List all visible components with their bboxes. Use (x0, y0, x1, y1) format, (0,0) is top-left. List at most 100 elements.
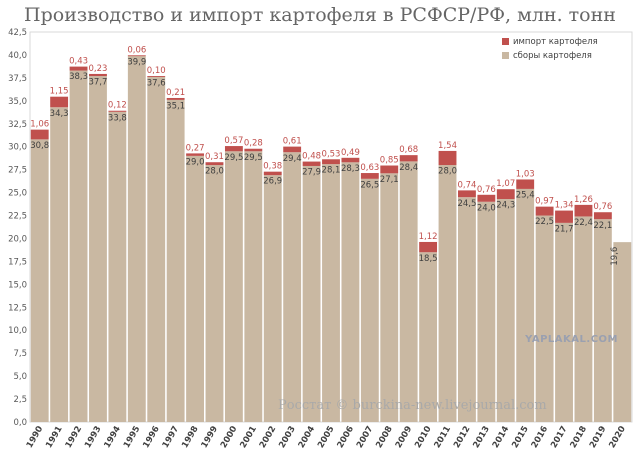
import-value-label: 0,23 (88, 64, 107, 74)
production-value-label: 38,3 (69, 72, 88, 82)
x-tick-label: 2011 (433, 424, 454, 450)
production-bar (535, 215, 554, 422)
y-tick-label: 0,0 (13, 418, 27, 428)
production-bar (458, 197, 476, 422)
import-value-label: 0,97 (535, 197, 554, 207)
production-bar (322, 164, 340, 422)
import-bar (89, 73, 107, 77)
production-bar (613, 242, 632, 422)
import-value-label: 0,10 (147, 66, 166, 76)
import-value-label: 0,63 (360, 163, 379, 173)
y-tick-label: 20,0 (8, 234, 27, 244)
x-tick-label: 2020 (607, 424, 628, 450)
import-value-label: 0,76 (593, 202, 612, 212)
x-tick-label: 2002 (258, 424, 279, 450)
import-bar (244, 148, 263, 152)
import-bar (535, 206, 554, 216)
import-value-label: 0,76 (477, 185, 496, 195)
import-value-label: 1,06 (30, 120, 49, 130)
production-bar (224, 151, 243, 422)
x-tick-label: 2013 (471, 424, 492, 450)
production-value-label: 24,0 (477, 203, 496, 213)
production-bar (30, 139, 49, 423)
chart-title: Производство и импорт картофеля в РСФСР/… (24, 4, 616, 26)
production-value-label: 28,3 (341, 164, 360, 174)
production-bar (205, 165, 224, 422)
production-value-label: 28,4 (399, 163, 418, 173)
import-value-label: 0,74 (457, 180, 476, 190)
production-bar (147, 76, 166, 422)
production-bar (419, 252, 438, 422)
production-bar (496, 199, 515, 422)
import-bar (477, 194, 496, 202)
import-bar (516, 179, 535, 189)
x-tick-label: 2005 (316, 424, 337, 450)
production-bar (380, 173, 399, 422)
production-bar (477, 201, 496, 422)
y-tick-label: 17,5 (8, 257, 27, 267)
production-value-label: 28,0 (205, 167, 224, 177)
production-value-label: 27,1 (380, 175, 399, 185)
production-value-label: 39,9 (127, 57, 146, 67)
import-bar (574, 204, 593, 217)
production-bar (516, 188, 535, 422)
x-tick-label: 2015 (510, 424, 531, 450)
import-bar (283, 146, 302, 153)
import-value-label: 0,49 (341, 148, 360, 158)
production-bar (244, 151, 263, 422)
y-tick-label: 2,5 (13, 395, 27, 405)
production-bar (438, 165, 457, 422)
x-tick-label: 1991 (44, 424, 65, 450)
production-value-label: 33,8 (108, 113, 127, 123)
source-watermark: Росстат © burckina-new.livejournal.com (278, 398, 547, 413)
production-value-label: 18,5 (419, 254, 438, 264)
import-value-label: 0,21 (166, 88, 185, 98)
y-tick-label: 42,5 (8, 28, 27, 38)
y-tick-label: 10,0 (8, 326, 27, 336)
production-value-label: 30,8 (30, 141, 49, 151)
production-bar (89, 76, 107, 422)
production-bar (574, 216, 593, 422)
production-value-label: 22,4 (574, 218, 593, 228)
y-tick-label: 12,5 (8, 303, 27, 313)
production-bar (263, 175, 282, 422)
legend-label: сборы картофеля (513, 51, 592, 61)
production-value-label: 27,9 (302, 168, 321, 178)
import-value-label: 1,26 (574, 195, 593, 205)
y-tick-label: 22,5 (8, 212, 27, 222)
import-value-label: 0,57 (224, 136, 243, 146)
y-tick-label: 37,5 (8, 74, 27, 84)
import-bar (380, 165, 399, 174)
import-value-label: 0,06 (127, 45, 146, 55)
import-value-label: 1,54 (438, 141, 457, 151)
import-value-label: 0,31 (205, 152, 224, 162)
import-bar (205, 162, 224, 166)
import-value-label: 1,12 (419, 232, 438, 242)
production-bar (399, 161, 418, 422)
y-tick-label: 32,5 (8, 120, 27, 130)
production-value-label: 28,0 (438, 167, 457, 177)
y-tick-label: 40,0 (8, 51, 27, 61)
x-tick-label: 1999 (200, 424, 221, 450)
x-tick-label: 2014 (491, 424, 512, 450)
y-tick-label: 35,0 (8, 97, 27, 107)
production-bar (50, 107, 69, 422)
import-bar (593, 212, 612, 220)
y-tick-label: 7,5 (13, 349, 27, 359)
production-value-label: 29,5 (244, 153, 263, 163)
production-value-label: 37,7 (88, 78, 107, 88)
production-value-label: 22,1 (593, 221, 612, 231)
x-tick-label: 1995 (122, 424, 143, 450)
import-value-label: 0,43 (69, 57, 88, 67)
production-bar (69, 70, 88, 423)
x-tick-label: 2003 (277, 424, 298, 450)
production-bar (186, 155, 204, 422)
import-bar (496, 189, 515, 200)
x-tick-label: 2010 (413, 424, 434, 450)
x-tick-label: 2016 (530, 424, 551, 450)
production-bar (341, 162, 360, 422)
import-bar (263, 171, 282, 176)
import-bar (341, 157, 360, 163)
import-bar (224, 146, 243, 152)
